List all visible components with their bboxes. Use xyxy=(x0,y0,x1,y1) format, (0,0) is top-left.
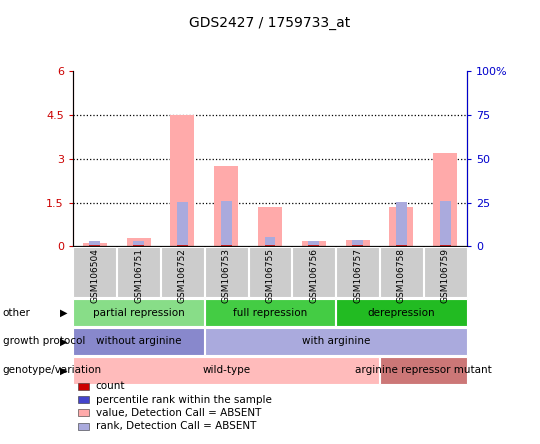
Bar xyxy=(396,202,407,246)
Bar xyxy=(170,115,194,246)
Text: full repression: full repression xyxy=(233,308,307,317)
Text: ▶: ▶ xyxy=(60,337,68,346)
Text: rank, Detection Call = ABSENT: rank, Detection Call = ABSENT xyxy=(96,421,256,431)
Text: GSM106504: GSM106504 xyxy=(90,248,99,303)
Bar xyxy=(133,245,144,246)
Text: ▶: ▶ xyxy=(60,365,68,375)
Text: genotype/variation: genotype/variation xyxy=(3,365,102,375)
Bar xyxy=(346,240,370,246)
Text: GSM106758: GSM106758 xyxy=(397,248,406,303)
Bar xyxy=(177,245,188,246)
Bar xyxy=(258,207,282,246)
Bar xyxy=(440,245,451,246)
Text: other: other xyxy=(3,308,31,317)
Text: arginine repressor mutant: arginine repressor mutant xyxy=(355,365,492,375)
Text: GSM106753: GSM106753 xyxy=(222,248,231,303)
Bar xyxy=(302,241,326,246)
Text: GDS2427 / 1759733_at: GDS2427 / 1759733_at xyxy=(190,16,350,30)
Text: ▶: ▶ xyxy=(60,308,68,317)
Text: with arginine: with arginine xyxy=(301,337,370,346)
Bar xyxy=(308,241,319,246)
Text: GSM106759: GSM106759 xyxy=(441,248,450,303)
Bar xyxy=(221,245,232,246)
Text: without arginine: without arginine xyxy=(96,337,181,346)
Bar xyxy=(433,154,457,246)
Text: wild-type: wild-type xyxy=(202,365,250,375)
Bar xyxy=(396,245,407,246)
Text: value, Detection Call = ABSENT: value, Detection Call = ABSENT xyxy=(96,408,261,418)
Text: percentile rank within the sample: percentile rank within the sample xyxy=(96,395,272,404)
Text: GSM106756: GSM106756 xyxy=(309,248,318,303)
Bar xyxy=(389,207,414,246)
Bar xyxy=(133,241,144,246)
Bar xyxy=(221,201,232,246)
Text: partial repression: partial repression xyxy=(93,308,185,317)
Text: growth protocol: growth protocol xyxy=(3,337,85,346)
Text: GSM106751: GSM106751 xyxy=(134,248,143,303)
Bar xyxy=(308,245,319,246)
Bar xyxy=(89,245,100,246)
Text: GSM106757: GSM106757 xyxy=(353,248,362,303)
Bar xyxy=(214,166,238,246)
Bar xyxy=(352,245,363,246)
Bar xyxy=(177,202,188,246)
Text: GSM106755: GSM106755 xyxy=(266,248,274,303)
Bar xyxy=(83,243,107,246)
Bar xyxy=(352,240,363,246)
Text: count: count xyxy=(96,381,125,391)
Bar xyxy=(265,245,275,246)
Bar xyxy=(89,241,100,246)
Bar xyxy=(440,201,451,246)
Text: derepression: derepression xyxy=(368,308,435,317)
Bar xyxy=(126,238,151,246)
Bar xyxy=(265,237,275,246)
Text: GSM106752: GSM106752 xyxy=(178,248,187,303)
